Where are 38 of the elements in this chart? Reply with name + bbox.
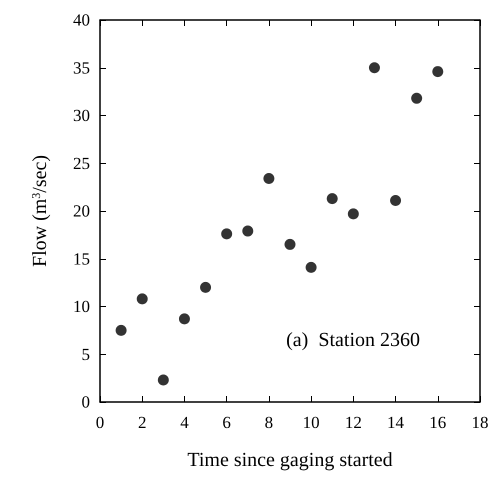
y-tick-label: 25 (73, 154, 90, 173)
point (263, 173, 274, 184)
annotation: (a) Station 2360 (286, 329, 420, 351)
point (348, 208, 359, 220)
y-tick-label: 0 (82, 392, 90, 412)
y-axis-title: Flow (m3/sec) (29, 154, 51, 268)
x-tick-label: 2 (138, 413, 146, 432)
y-tick-label: 40 (73, 10, 90, 30)
point (390, 195, 402, 206)
x-tick-label: 10 (302, 413, 320, 432)
x-tick-label: 18 (472, 413, 488, 432)
x-axis-title: Time since gaging started (187, 449, 393, 471)
y-tick-label: 5 (82, 344, 90, 364)
point (242, 226, 254, 237)
y-tick-label: 20 (73, 202, 90, 220)
point (432, 66, 444, 78)
x-tick-label: 6 (222, 413, 231, 432)
x-tick-label: 16 (429, 413, 446, 432)
point (326, 193, 338, 204)
point (411, 92, 422, 104)
x-tick-label: 12 (344, 413, 362, 432)
point (178, 313, 190, 324)
point (136, 293, 148, 304)
y-tick-label: 10 (73, 297, 90, 316)
point (200, 282, 212, 293)
point (284, 238, 296, 250)
point (221, 228, 232, 240)
x-tick-label: 0 (96, 413, 104, 432)
y-tick-label: 35 (73, 58, 90, 78)
y-tick-label: 30 (73, 106, 90, 125)
x-tick-label: 4 (180, 413, 190, 432)
y-tick-label: 15 (73, 249, 90, 268)
x-tick-label: 8 (264, 413, 274, 432)
point (306, 262, 317, 273)
point (158, 374, 169, 386)
x-tick-label: 14 (387, 413, 405, 432)
point (116, 324, 127, 336)
point (368, 62, 380, 74)
